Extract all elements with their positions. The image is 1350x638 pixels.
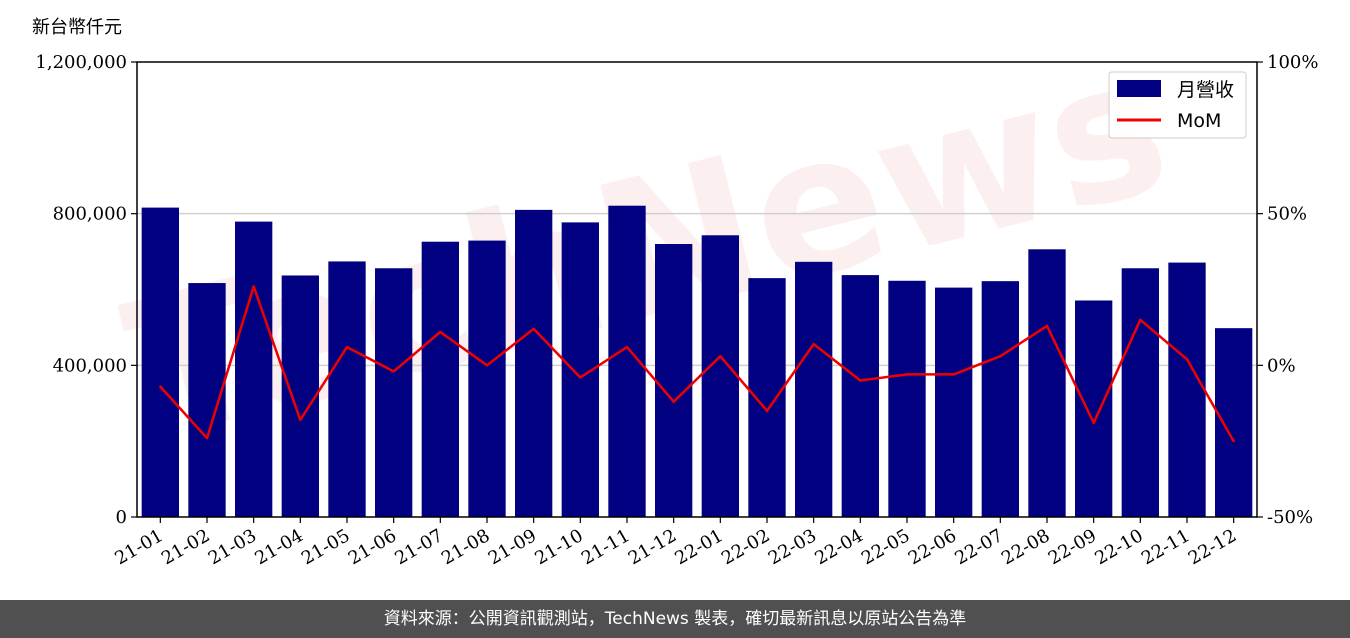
mom-point [1045,324,1049,328]
x-tick-label: 22-04 [811,525,866,569]
legend-bar-label: 月營收 [1177,79,1234,101]
revenue-bar [1028,249,1066,517]
x-tick-label: 22-12 [1185,525,1240,569]
revenue-bar [655,244,693,517]
revenue-bar [748,278,786,517]
revenue-bar [281,275,319,517]
x-tick-label: 22-11 [1138,525,1193,569]
mom-point [952,373,955,376]
revenue-bar [935,287,973,517]
mom-point [485,364,489,367]
x-tick-label: 21-01 [111,525,166,569]
y-right-tick-label: 100% [1267,52,1318,73]
x-tick-label: 21-06 [345,525,400,569]
revenue-bar [1215,328,1253,517]
revenue-bar [375,268,413,517]
mom-line [159,285,1235,442]
mom-point [299,418,302,422]
x-tick-label: 21-03 [205,525,260,569]
x-tick-label: 22-03 [765,525,820,569]
revenue-bar [888,280,926,517]
x-tick-label: 21-09 [485,525,540,569]
mom-point [812,342,815,346]
mom-point [1139,318,1142,322]
y-left-tick-label: 400,000 [53,355,127,376]
x-tick-label: 21-04 [251,525,306,569]
revenue-bar [1121,268,1159,517]
mom-point [1232,439,1235,443]
x-tick-label: 22-10 [1091,525,1146,569]
x-tick-label: 21-05 [298,525,353,569]
mom-point [905,373,909,376]
revenue-bar [515,209,553,517]
plot-frame [136,61,1258,518]
mom-point [252,285,255,288]
revenue-bar [328,261,366,517]
revenue-bar [1075,300,1113,517]
chart: TechNews 新台幣仟元 0400,000800,0001,200,000-… [32,13,1318,569]
x-tick-label: 22-01 [671,525,726,569]
x-tick-label: 21-12 [625,525,680,569]
mom-line-series [159,285,1235,443]
y-right-tick-label: 0% [1267,355,1296,376]
x-tick-label: 22-08 [998,525,1053,569]
y-left-tick-label: 0 [116,507,127,528]
grid [137,212,1257,367]
mom-point [999,355,1002,358]
x-tick-label: 21-02 [158,525,213,569]
y-right-tick-label: 50% [1267,204,1307,225]
legend-bar-swatch [1117,80,1161,97]
revenue-bar [701,235,739,517]
mom-point [205,436,209,440]
revenue-bar [468,240,506,517]
mom-point [439,330,442,334]
mom-point [765,409,769,413]
mom-point [1092,421,1095,425]
revenue-bar [188,283,226,517]
mom-point [579,376,582,379]
legend: 月營收 MoM [1108,71,1247,139]
y-right-tick-label: -50% [1267,507,1313,528]
mom-point [859,379,862,382]
mom-point [532,327,535,331]
x-tick-label: 21-08 [438,525,493,569]
x-tick-label: 22-05 [858,525,913,569]
revenue-bar [141,207,179,517]
legend-line-label: MoM [1177,110,1221,132]
revenue-bar [795,261,833,517]
revenue-bar [235,221,273,518]
x-tick-label: 22-07 [951,525,1006,569]
revenue-bar [1168,262,1206,517]
mom-point [159,385,162,388]
x-tick-label: 22-06 [905,525,960,569]
revenue-bar [841,275,879,517]
mom-point [625,345,629,349]
revenue-bar [421,241,459,517]
mom-point [392,370,395,373]
mom-point [719,355,722,358]
mom-point [1185,358,1189,361]
bar-series [141,205,1253,518]
revenue-bar [981,281,1019,517]
y-left-tick-label: 1,200,000 [35,52,127,73]
x-tick-label: 21-10 [531,525,586,569]
y-unit-label: 新台幣仟元 [32,17,122,38]
source-footer: 資料來源：公開資訊觀測站，TechNews 製表，確切最新訊息以原站公告為準 [0,600,1350,638]
mom-point [345,345,349,349]
x-tick-label: 22-02 [718,525,773,569]
x-tick-label: 22-09 [1045,525,1100,569]
mom-point [672,400,675,403]
y-left-tick-label: 800,000 [53,204,127,225]
x-tick-label: 21-11 [578,525,633,569]
x-tick-label: 21-07 [391,525,446,569]
